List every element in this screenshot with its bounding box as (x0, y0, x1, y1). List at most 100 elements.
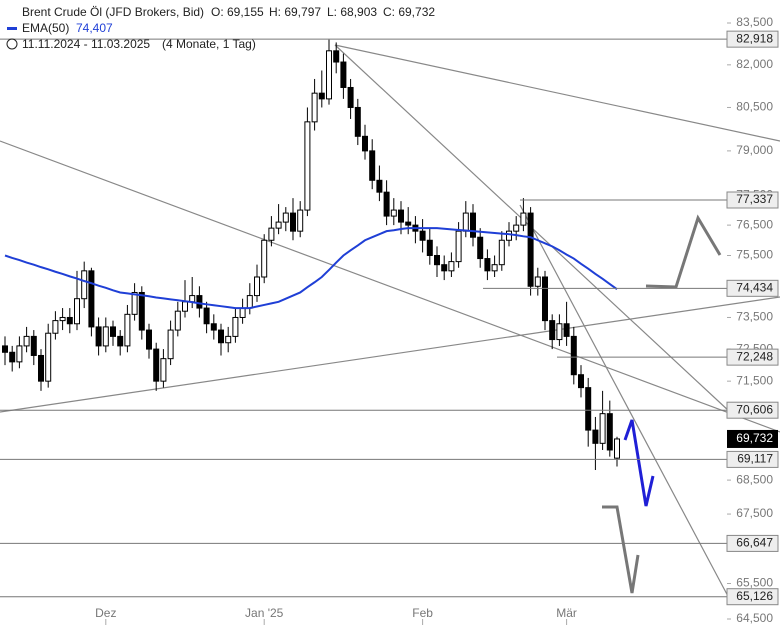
candle-body (88, 270, 95, 328)
candle-body (462, 212, 469, 232)
trend-line (334, 44, 780, 142)
level-label-box (726, 401, 779, 419)
candle-body (2, 345, 8, 353)
candle-body (218, 329, 224, 344)
current-price-label: 69,732 (736, 431, 773, 445)
candle-body (210, 323, 217, 331)
candle-body (477, 236, 484, 260)
current-price-box (727, 429, 778, 448)
candle-body (45, 332, 52, 382)
level-label-box (726, 450, 779, 468)
header: Brent Crude Öl (JFD Brokers, Bid) O: 69,… (6, 5, 435, 51)
candle-body (117, 335, 124, 347)
candle-body (138, 291, 145, 331)
candle-body (131, 291, 138, 315)
candle-body (606, 413, 613, 451)
ohlc-low: L: 68,903 (327, 5, 377, 19)
y-tick-label: 82,000 (736, 57, 773, 71)
candle-body (585, 387, 592, 431)
candle-body (146, 329, 152, 350)
ohlc-open: O: 69,155 (211, 5, 264, 19)
level-label-box (726, 30, 779, 48)
candle-body (282, 212, 289, 223)
candle-body (38, 354, 44, 382)
y-tick-label: 73,500 (736, 310, 773, 324)
candle-body (390, 209, 397, 217)
candle-body (614, 438, 620, 459)
x-tick-label: Dez (95, 606, 116, 620)
candle-body (311, 92, 318, 123)
candle-body (196, 295, 203, 309)
candle-body (59, 316, 66, 322)
clock-icon (6, 38, 18, 50)
candle-body (167, 329, 174, 360)
candle-body (9, 351, 16, 363)
candle-body (556, 323, 563, 341)
y-tick-label: 67,500 (736, 506, 773, 520)
candle-body (441, 264, 448, 272)
candle-body (23, 335, 30, 347)
level-label: 66,647 (736, 536, 773, 550)
scenario-mid (623, 419, 655, 507)
level-label: 69,117 (737, 452, 773, 466)
candle-body (570, 335, 577, 376)
candle-body (246, 295, 253, 309)
x-tick-label: Feb (412, 606, 433, 620)
scenario-up (645, 214, 722, 289)
candle-body (160, 358, 167, 382)
candle-body (275, 221, 282, 229)
candle-body (333, 50, 340, 63)
candle-body (498, 239, 505, 266)
candle-body (340, 61, 347, 88)
candle-body (124, 313, 131, 347)
level-label-box (726, 588, 779, 606)
candle-body (102, 326, 109, 347)
candle-body (491, 264, 498, 272)
candle-body (448, 261, 455, 272)
candle-body (232, 316, 239, 337)
candle-body (95, 326, 102, 347)
candle-body (578, 374, 584, 389)
candle-body (542, 276, 548, 322)
ohlc-high: H: 69,797 (269, 5, 321, 19)
candle-body (304, 121, 311, 211)
candle-body (520, 212, 527, 226)
y-tick-label: 83,500 (736, 15, 773, 29)
ema-name: EMA(50) (22, 21, 69, 35)
level-label: 72,248 (736, 349, 773, 363)
candle-body (239, 307, 246, 318)
candle-body (362, 135, 368, 152)
candle-body (326, 50, 332, 100)
candle-body (110, 326, 116, 337)
candle-body (16, 345, 23, 363)
title: Brent Crude Öl (JFD Brokers, Bid) (22, 5, 204, 19)
candle-body (52, 320, 59, 334)
candle-body (81, 270, 88, 300)
candle-body (174, 310, 181, 331)
trend-line (519, 204, 731, 601)
y-tick-label: 80,500 (736, 100, 773, 114)
scenario-down (602, 505, 640, 594)
candle-body (297, 209, 304, 232)
candle-body (513, 224, 520, 232)
candle-body (290, 212, 296, 232)
level-label: 74,434 (736, 280, 773, 294)
ema-legend-swatch (7, 27, 17, 30)
candle-body (74, 298, 80, 325)
level-label: 65,126 (736, 589, 773, 603)
level-label-box (726, 191, 779, 209)
candle-body (30, 335, 37, 356)
candle-body (506, 230, 512, 241)
candle-body (426, 239, 433, 256)
candle-body (419, 230, 426, 241)
plot: 83,50082,00080,50079,00077,50076,50075,5… (0, 15, 779, 625)
candle-body (203, 307, 210, 325)
scenario-arrows (602, 214, 722, 594)
candle-body (354, 106, 361, 137)
y-tick-label: 68,500 (736, 472, 773, 486)
candle-body (398, 209, 404, 223)
candle-body (318, 92, 325, 100)
candle-body (66, 316, 73, 325)
